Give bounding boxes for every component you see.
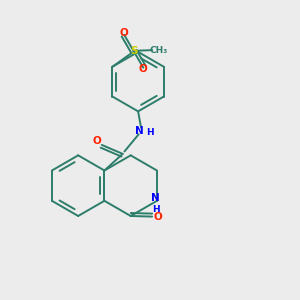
Text: H: H <box>146 128 154 137</box>
Text: S: S <box>130 46 137 56</box>
Text: O: O <box>154 212 162 222</box>
Text: N: N <box>135 126 144 136</box>
Text: CH₃: CH₃ <box>150 46 168 55</box>
Text: H: H <box>152 205 160 214</box>
Text: N: N <box>152 194 160 203</box>
Text: O: O <box>92 136 101 146</box>
Text: O: O <box>120 28 129 38</box>
Text: O: O <box>139 64 148 74</box>
